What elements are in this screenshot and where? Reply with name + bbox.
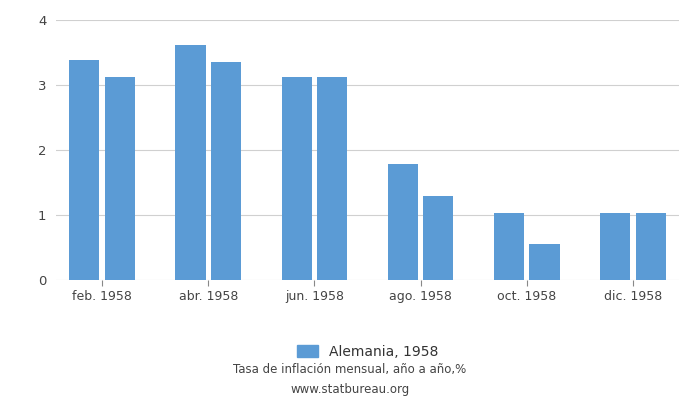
Bar	[494, 213, 524, 280]
Bar	[69, 60, 99, 280]
Bar	[105, 77, 135, 280]
Bar	[176, 45, 206, 280]
Bar	[424, 196, 454, 280]
Bar	[529, 244, 559, 280]
Bar	[388, 164, 418, 280]
Bar	[600, 213, 630, 280]
Bar	[281, 77, 312, 280]
Text: www.statbureau.org: www.statbureau.org	[290, 384, 410, 396]
Bar	[317, 77, 347, 280]
Text: Tasa de inflación mensual, año a año,%: Tasa de inflación mensual, año a año,%	[233, 364, 467, 376]
Bar	[211, 62, 241, 280]
Legend: Alemania, 1958: Alemania, 1958	[291, 339, 444, 364]
Bar	[636, 213, 666, 280]
